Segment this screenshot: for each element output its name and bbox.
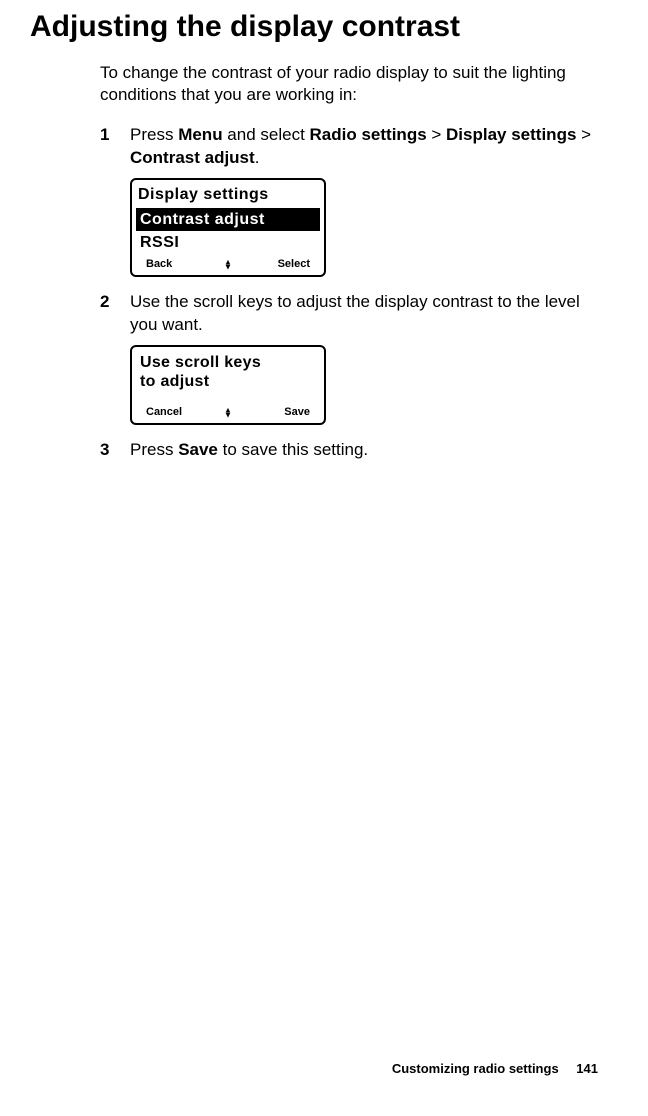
softkey-cancel[interactable]: Cancel	[146, 405, 182, 420]
contrast-adjust-label: Contrast adjust	[130, 148, 255, 167]
lcd-message: Use scroll keys to adjust	[136, 351, 320, 403]
text: Use the scroll keys to adjust the displa…	[130, 292, 580, 334]
lcd-row-rssi: RSSI	[136, 231, 320, 255]
step-2: Use the scroll keys to adjust the displa…	[100, 291, 598, 425]
footer-page-number: 141	[576, 1061, 598, 1076]
display-settings-label: Display settings	[446, 125, 576, 144]
softkey-select[interactable]: Select	[278, 257, 310, 272]
scroll-arrows-icon: ▲▼	[224, 407, 232, 417]
step-1: Press Menu and select Radio settings > D…	[100, 124, 598, 277]
lcd-display-settings: Display settings Contrast adjust RSSI Ba…	[130, 178, 326, 277]
scroll-arrows-icon: ▲▼	[224, 259, 232, 269]
text: Press	[130, 125, 178, 144]
text: Press	[130, 440, 178, 459]
lcd-message-line2: to adjust	[140, 373, 209, 390]
menu-label: Menu	[178, 125, 222, 144]
intro-paragraph: To change the contrast of your radio dis…	[100, 62, 598, 106]
text: >	[427, 125, 446, 144]
lcd-header: Display settings	[136, 184, 320, 208]
footer-section: Customizing radio settings	[392, 1061, 559, 1076]
text: .	[255, 148, 260, 167]
lcd-softkey-bar: Cancel ▲▼ Save	[136, 403, 320, 423]
lcd-adjust: Use scroll keys to adjust Cancel ▲▼ Save	[130, 345, 326, 425]
softkey-back[interactable]: Back	[146, 257, 172, 272]
steps-list: Press Menu and select Radio settings > D…	[100, 124, 598, 462]
radio-settings-label: Radio settings	[310, 125, 427, 144]
step-3: Press Save to save this setting.	[100, 439, 598, 462]
page-footer: Customizing radio settings 141	[392, 1061, 598, 1076]
page-title: Adjusting the display contrast	[30, 0, 598, 44]
text: to save this setting.	[218, 440, 368, 459]
text: >	[576, 125, 591, 144]
lcd-row-contrast-adjust: Contrast adjust	[136, 208, 320, 232]
text: and select	[223, 125, 310, 144]
softkey-save[interactable]: Save	[284, 405, 310, 420]
save-label: Save	[178, 440, 218, 459]
lcd-softkey-bar: Back ▲▼ Select	[136, 255, 320, 275]
lcd-message-line1: Use scroll keys	[140, 354, 261, 371]
